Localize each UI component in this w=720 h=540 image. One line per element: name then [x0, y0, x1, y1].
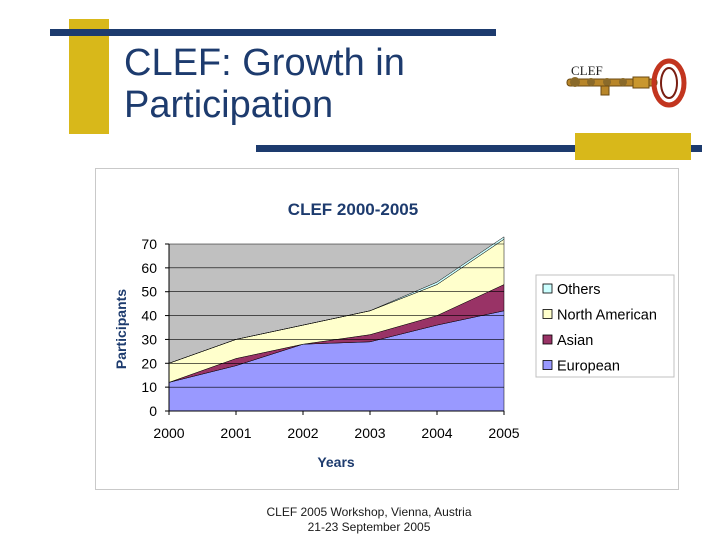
x-tick-label: 2000 [153, 425, 184, 441]
y-tick-label: 50 [141, 284, 157, 300]
decorative-gold-bar-right [575, 133, 691, 160]
y-tick-label: 30 [141, 331, 157, 347]
x-tick-label: 2002 [287, 425, 318, 441]
logo-text: CLEF [571, 63, 603, 78]
axes: 0 10 20 30 40 50 60 70 2000 2001 2002 2003 2004 2005 [141, 236, 519, 441]
legend-label-european: European [557, 359, 620, 375]
legend-box [535, 274, 675, 378]
x-tick-label: 2004 [421, 425, 452, 441]
footer-line-1: CLEF 2005 Workshop, Vienna, Austria [266, 505, 472, 519]
y-axis-label: Participants [113, 289, 129, 369]
x-tick-label: 2003 [354, 425, 385, 441]
x-axis-label: Years [317, 454, 355, 470]
legend-swatch-asian [542, 334, 553, 345]
chart-title: CLEF 2000-2005 [288, 200, 418, 219]
legend-swatch-others [542, 283, 553, 294]
slide-title: CLEF: Growth in Participation [124, 42, 405, 126]
legend-label-north-american: North American [557, 308, 657, 324]
plot-area [168, 236, 505, 412]
clef-key-logo: CLEF [566, 58, 687, 108]
x-tick-label: 2001 [220, 425, 251, 441]
footer: CLEF 2005 Workshop, Vienna, Austria 21-2… [200, 505, 538, 535]
participation-chart: CLEF 2000-2005 0 10 20 30 40 50 60 70 2000 2001 20… [113, 200, 675, 470]
y-tick-label: 20 [141, 355, 157, 371]
legend: Others North American Asian European [535, 274, 675, 378]
legend-label-others: Others [557, 282, 601, 298]
y-tick-label: 40 [141, 308, 157, 324]
legend-swatch-north-american [542, 309, 553, 319]
area-series-others [168, 236, 505, 364]
y-tick-label: 0 [149, 403, 157, 419]
decorative-gold-bar-left [69, 19, 109, 134]
chart-frame: CLEF 2000-2005 0 10 20 30 40 50 60 70 2000 2001 20… [95, 168, 679, 490]
legend-label-asian: Asian [557, 333, 593, 349]
decorative-navy-rule-top [50, 29, 496, 36]
legend-swatch-european [542, 360, 553, 370]
y-tick-label: 10 [141, 379, 157, 395]
decorative-navy-rule-bottom [256, 145, 702, 152]
footer-line-2: 21-23 September 2005 [307, 520, 431, 534]
y-tick-label: 70 [141, 236, 157, 252]
y-tick-label: 60 [141, 260, 157, 276]
x-tick-label: 2005 [488, 425, 519, 441]
